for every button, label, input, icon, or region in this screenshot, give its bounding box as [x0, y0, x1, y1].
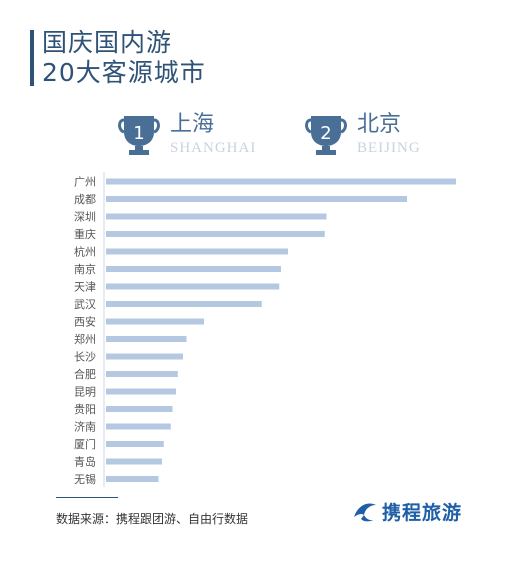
trophy-icon: 1	[118, 116, 160, 155]
category-label: 重庆	[74, 227, 96, 241]
title-line-1: 国庆国内游	[42, 28, 173, 57]
title-accent-bar	[30, 30, 34, 86]
bar	[106, 248, 288, 255]
bar	[106, 388, 176, 395]
category-label: 深圳	[74, 211, 96, 224]
category-label: 武汉	[74, 298, 96, 311]
bar	[106, 213, 327, 220]
footer-divider	[56, 497, 118, 498]
rank-1-city: 上海	[170, 112, 215, 137]
category-label: 长沙	[74, 351, 96, 364]
category-label: 济南	[74, 420, 96, 434]
category-label: 成都	[74, 193, 96, 206]
bar	[106, 318, 204, 325]
bar	[106, 178, 456, 185]
bar	[106, 371, 178, 377]
bar	[106, 441, 164, 447]
rank-2-city: 北京	[357, 112, 402, 137]
bar	[106, 283, 280, 290]
bar	[106, 336, 187, 342]
rank-1-pinyin: SHANGHAI	[170, 140, 257, 156]
category-label: 天津	[74, 281, 96, 294]
dolphin-icon	[354, 503, 376, 521]
category-label: 合肥	[74, 367, 96, 381]
bar	[106, 266, 281, 272]
bar	[106, 406, 173, 412]
rank-2-number: 2	[320, 123, 331, 144]
category-label: 厦门	[74, 437, 96, 451]
title-line-2: 20大客源城市	[42, 58, 206, 87]
bar	[106, 423, 171, 430]
category-label: 南京	[74, 262, 96, 276]
bar	[106, 353, 183, 360]
category-label: 无锡	[74, 472, 96, 486]
brand-name: 携程旅游	[382, 502, 463, 524]
bar	[106, 301, 262, 307]
category-label: 广州	[74, 176, 96, 189]
category-label: 贵阳	[74, 403, 96, 416]
category-label: 杭州	[74, 245, 96, 259]
category-label: 青岛	[74, 455, 96, 469]
trophy-icon: 2	[305, 116, 347, 155]
bar	[106, 458, 162, 465]
category-label: 昆明	[74, 386, 96, 399]
rank-2-pinyin: BEIJING	[357, 140, 421, 156]
data-source: 数据来源：携程跟团游、自由行数据	[56, 512, 249, 526]
bar	[106, 196, 407, 202]
bar	[106, 476, 159, 482]
page-title: 国庆国内游 20大客源城市	[42, 28, 206, 88]
category-label: 西安	[74, 315, 96, 329]
category-label: 郑州	[74, 332, 96, 346]
rank-1-number: 1	[133, 123, 144, 144]
bar	[106, 231, 325, 237]
brand-logo: 携程旅游	[352, 498, 462, 525]
